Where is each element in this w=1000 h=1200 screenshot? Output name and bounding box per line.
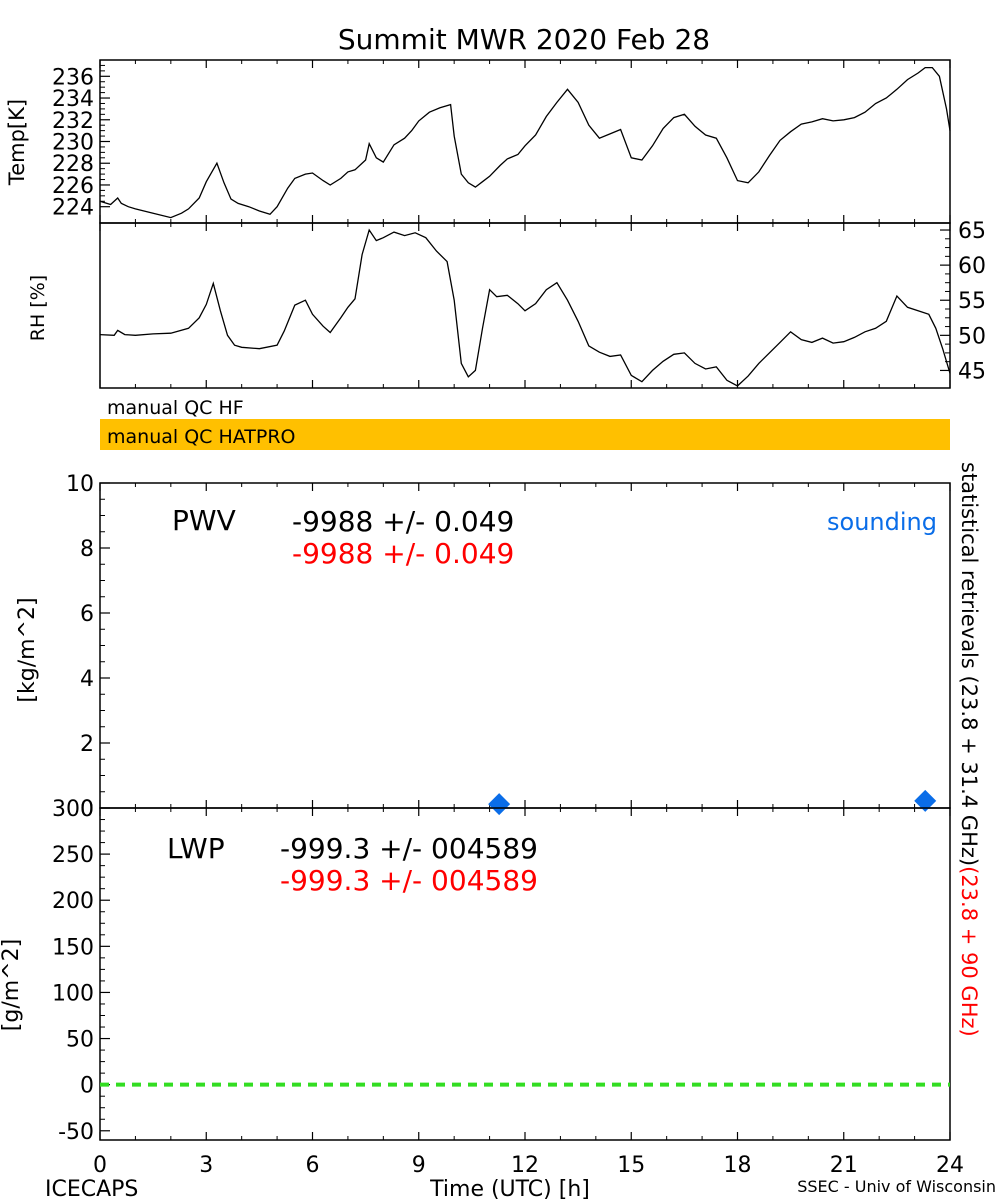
x-tick-label-4: 12	[511, 1153, 539, 1178]
x-tick-label-2: 6	[306, 1153, 320, 1178]
lwp-name: LWP	[167, 832, 225, 865]
temp-frame	[99, 59, 951, 224]
footer-left: ICECAPS	[45, 1177, 138, 1200]
pwv-ytick-label-3: 6	[80, 602, 94, 627]
lwp-ytick-label-7: 300	[52, 797, 94, 822]
lwp-ytick-label-2: 50	[66, 1028, 94, 1053]
rh-series-line-0	[99, 228, 951, 387]
sounding-marker-1	[914, 789, 937, 812]
x-tick-label-7: 21	[830, 1153, 858, 1178]
lwp-ylabel: [g/m^2]	[0, 939, 24, 1031]
lwp-ytick-label-0: -50	[58, 1120, 94, 1145]
footer-right: SSEC - Univ of Wisconsin	[797, 1177, 996, 1196]
side-label-text: statistical retrievals (23.8 + 31.4 GHz)…	[957, 462, 981, 1037]
rh-ytick-label-0: 45	[958, 359, 986, 384]
x-tick-label-8: 24	[936, 1153, 964, 1178]
lwp-panel: -50 0 50 100 150 200 250 300 [g/m^2]	[0, 797, 951, 1145]
rh-ytick-label-2: 55	[958, 289, 986, 314]
pwv-name: PWV	[172, 504, 236, 537]
rh-ytick-label-4: 65	[958, 219, 986, 244]
temp-ytick-label-3: 230	[52, 131, 94, 156]
side-label-black: statistical retrievals (23.8 + 31.4 GHz)	[957, 462, 981, 866]
side-label-red: (23.8 + 90 GHz)	[957, 866, 981, 1037]
pwv-ytick-label-5: 10	[66, 472, 94, 497]
pwv-ytick-label-4: 8	[80, 537, 94, 562]
temp-ytick-label-4: 232	[52, 109, 94, 134]
temp-ytick-label-0: 224	[52, 196, 94, 221]
sounding-legend: sounding	[827, 508, 937, 536]
sounding-marker-0	[488, 793, 511, 816]
x-tick-label-3: 9	[412, 1153, 426, 1178]
rh-ylabel: RH [%]	[27, 275, 49, 341]
pwv-ytick-label-2: 4	[80, 667, 94, 692]
temp-ylabel: Temp[K]	[5, 99, 29, 186]
lwp-ytick-label-5: 200	[52, 889, 94, 914]
qc-hf-label: manual QC HF	[107, 397, 244, 419]
figure-title: Summit MWR 2020 Feb 28	[338, 23, 710, 56]
x-axis-label: Time (UTC) [h]	[429, 1177, 590, 1200]
rh-frame	[99, 222, 951, 389]
temp-ytick-label-6: 236	[52, 65, 94, 90]
lwp-value-black: -999.3 +/- 004589	[280, 832, 538, 865]
lwp-ytick-label-6: 250	[52, 843, 94, 868]
lwp-ytick-label-4: 150	[52, 935, 94, 960]
pwv-ytick-label-1: 2	[80, 732, 94, 757]
temp-series-line-0	[99, 66, 951, 219]
temp-ytick-label-5: 234	[52, 87, 94, 112]
pwv-value-black: -9988 +/- 0.049	[292, 505, 514, 538]
lwp-ytick-label-1: 0	[80, 1074, 94, 1099]
pwv-ytick-label-0: 0	[80, 797, 94, 822]
x-tick-label-6: 18	[724, 1153, 752, 1178]
x-tick-label-5: 15	[617, 1153, 645, 1178]
pwv-panel: 0 2 4 6 8 10 [kg/m^2]	[15, 472, 951, 822]
pwv-ylabel: [kg/m^2]	[15, 597, 40, 702]
side-label: statistical retrievals (23.8 + 31.4 GHz)…	[957, 462, 981, 1037]
lwp-ytick-label-3: 100	[52, 981, 94, 1006]
qc-hatpro-label: manual QC HATPRO	[107, 426, 296, 448]
rh-panel: 45 50 55 60 65 RH [%]	[27, 219, 986, 389]
rh-ytick-label-1: 50	[958, 324, 986, 349]
temp-ytick-label-2: 228	[52, 152, 94, 177]
lwp-value-red: -999.3 +/- 004589	[280, 864, 538, 897]
x-tick-label-0: 0	[93, 1153, 107, 1178]
qc-hatpro-bar	[100, 419, 950, 450]
pwv-value-red: -9988 +/- 0.049	[292, 537, 514, 570]
x-tick-label-1: 3	[199, 1153, 213, 1178]
qc-flags: manual QC HF manual QC HATPRO	[100, 397, 950, 450]
temp-ytick-label-1: 226	[52, 174, 94, 199]
x-axis-ticklabels: 0 3 6 9 12 15 18 21 24	[93, 1153, 964, 1178]
rh-ytick-label-3: 60	[958, 254, 986, 279]
